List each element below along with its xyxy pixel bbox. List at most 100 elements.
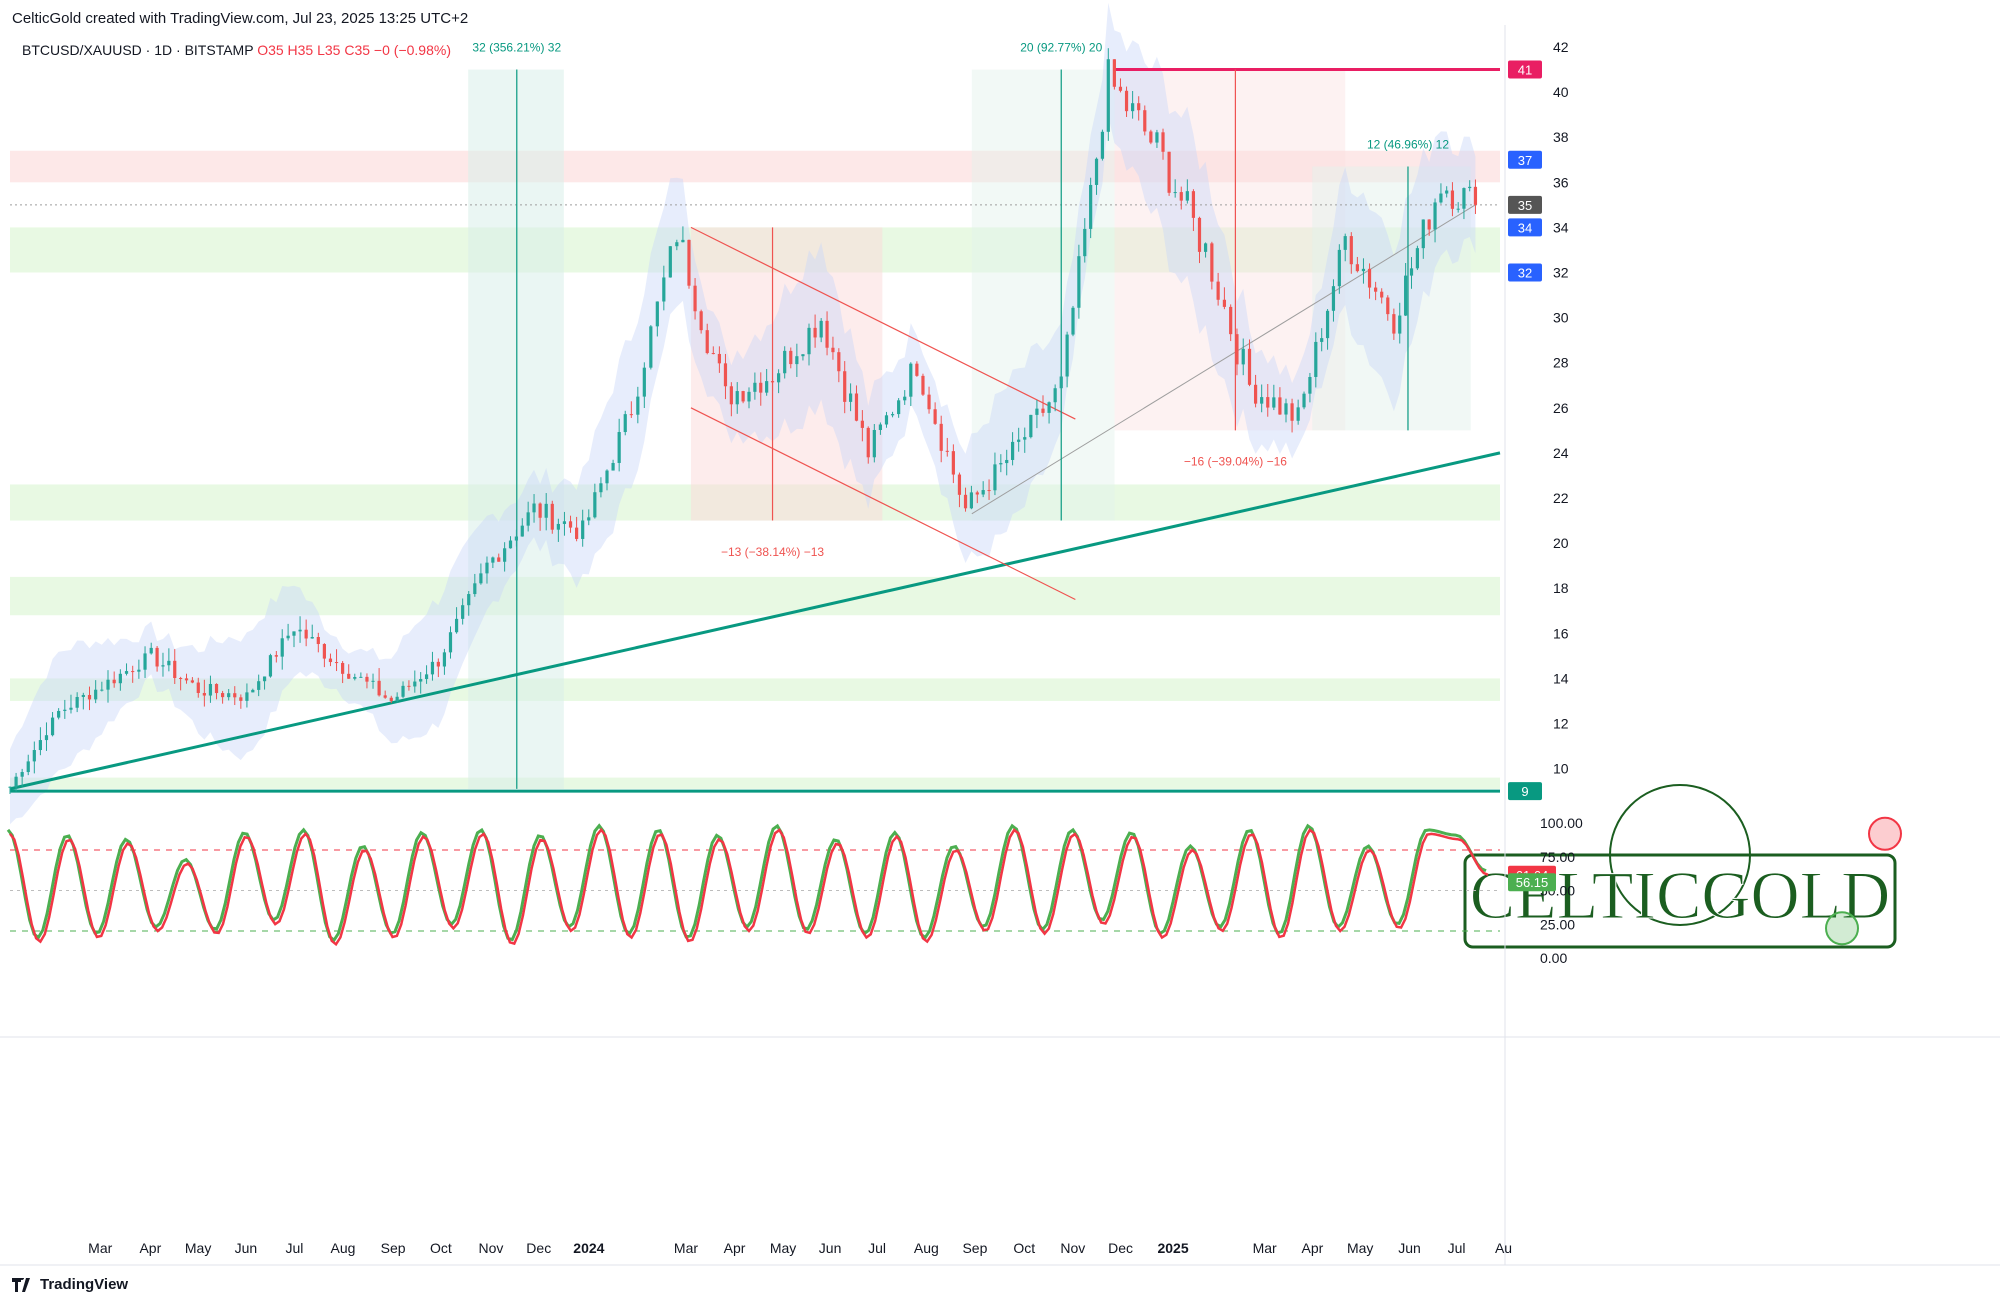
candle-body bbox=[532, 503, 536, 513]
candle-body bbox=[1361, 268, 1366, 272]
candle-body bbox=[1118, 86, 1123, 91]
candle-body bbox=[155, 647, 159, 667]
candle-body bbox=[611, 462, 615, 471]
candle-body bbox=[497, 557, 501, 562]
candle-body bbox=[1235, 334, 1239, 365]
candle-body bbox=[999, 463, 1003, 465]
candle-body bbox=[407, 685, 411, 687]
candle-body bbox=[359, 676, 363, 678]
candle-body bbox=[813, 327, 817, 338]
candle-body bbox=[304, 629, 308, 639]
x-tick-label: Dec bbox=[1108, 1240, 1133, 1256]
candle-body bbox=[975, 492, 979, 495]
candle-body bbox=[448, 632, 453, 653]
celticgold-logo: CELTICGOLD bbox=[1463, 784, 1897, 949]
price-badge-label: 34 bbox=[1518, 220, 1532, 235]
support-zone bbox=[10, 678, 1500, 701]
candle-body bbox=[789, 350, 793, 365]
candle-body bbox=[149, 647, 153, 654]
candle-body bbox=[723, 363, 728, 387]
candle-body bbox=[1278, 397, 1282, 415]
long-term-trendline bbox=[9, 451, 1501, 791]
candle-body bbox=[1210, 243, 1214, 282]
support-zone bbox=[10, 576, 1500, 616]
candle-body bbox=[963, 494, 968, 509]
candle-body bbox=[1314, 341, 1318, 377]
candle-body bbox=[1374, 287, 1378, 292]
candle-body bbox=[424, 674, 429, 680]
candle-body bbox=[1331, 286, 1336, 311]
candle-body bbox=[1137, 103, 1141, 111]
ohlc-values: O35 H35 L35 C35 −0 (−0.98%) bbox=[257, 42, 451, 58]
candle-body bbox=[214, 683, 219, 694]
candle-body bbox=[442, 652, 447, 667]
osc-value-label: 56.15 bbox=[1516, 875, 1549, 890]
price-badge bbox=[1508, 263, 1542, 282]
candle-body bbox=[401, 685, 405, 697]
x-tick-label: Jul bbox=[285, 1240, 303, 1256]
candle-body bbox=[1222, 299, 1227, 307]
candle-body bbox=[568, 521, 573, 528]
candle-body bbox=[837, 352, 841, 372]
candle-body bbox=[50, 717, 55, 736]
candle-body bbox=[328, 658, 333, 663]
x-tick-label: Sep bbox=[381, 1240, 406, 1256]
candle-body bbox=[1053, 388, 1057, 403]
x-tick-label: Au bbox=[1495, 1240, 1512, 1256]
candle-body bbox=[1349, 236, 1353, 265]
measure-label: 12 (46.96%) 12 bbox=[1367, 138, 1449, 152]
candle-body bbox=[1106, 59, 1110, 132]
x-tick-label: Mar bbox=[674, 1240, 698, 1256]
candle-body bbox=[292, 631, 296, 636]
candle-body bbox=[981, 490, 985, 495]
candle-body bbox=[69, 707, 73, 710]
candle-body bbox=[819, 320, 823, 338]
candle-body bbox=[526, 512, 530, 526]
candle-body bbox=[1355, 264, 1359, 272]
candle-body bbox=[1421, 219, 1425, 249]
osc-value-badge bbox=[1508, 873, 1556, 892]
candle-body bbox=[1325, 310, 1330, 339]
stochastic-k-line bbox=[9, 827, 1489, 947]
tradingview-footer[interactable]: TradingView bbox=[12, 1276, 128, 1293]
candle-body bbox=[1029, 414, 1033, 438]
candle-body bbox=[1445, 190, 1449, 194]
candle-body bbox=[81, 694, 85, 697]
volatility-envelope bbox=[10, 2, 1476, 825]
candle-body bbox=[257, 681, 261, 690]
candle-body bbox=[1167, 151, 1171, 193]
axes-layer: 42 40 38 36 34 32 30 28 26 24 22 20 18 16 14 12 10 100.00… bbox=[0, 25, 2000, 1266]
candle-body bbox=[334, 662, 339, 664]
symbol-info[interactable]: BTCUSD/XAUUSD · 1D · BITSTAMP O35 H35 L3… bbox=[22, 42, 451, 58]
candle-body bbox=[1337, 249, 1341, 287]
osc-tick-label: 100.00 bbox=[1540, 815, 1583, 831]
y-tick-label: 20 bbox=[1553, 535, 1569, 551]
price-badge bbox=[1508, 150, 1542, 169]
y-tick-label: 36 bbox=[1553, 174, 1569, 190]
candle-body bbox=[1296, 407, 1300, 421]
candle-body bbox=[20, 772, 24, 777]
price-badge bbox=[1508, 782, 1542, 801]
candle-body bbox=[675, 242, 679, 247]
candle-body bbox=[1415, 248, 1419, 269]
symbol-name: BTCUSD/XAUUSD · 1D · BITSTAMP bbox=[22, 42, 254, 58]
candle-body bbox=[1253, 384, 1258, 404]
y-tick-label: 40 bbox=[1553, 84, 1569, 100]
candle-body bbox=[467, 594, 471, 606]
candle-body bbox=[1010, 441, 1015, 460]
candle-body bbox=[87, 694, 92, 700]
candle-body bbox=[1433, 202, 1437, 230]
chart-header: CelticGold created with TradingView.com,… bbox=[12, 10, 469, 27]
candle-body bbox=[593, 492, 597, 518]
candle-body bbox=[491, 557, 495, 563]
y-tick-label: 14 bbox=[1553, 670, 1569, 686]
candle-body bbox=[461, 605, 465, 619]
x-tick-label: Mar bbox=[88, 1240, 112, 1256]
measure-box bbox=[1312, 166, 1471, 431]
candle-body bbox=[1191, 191, 1196, 218]
candle-body bbox=[514, 536, 518, 541]
x-tick-label: Nov bbox=[1060, 1240, 1085, 1256]
y-tick-label: 22 bbox=[1553, 490, 1569, 506]
candle-body bbox=[1077, 256, 1081, 308]
